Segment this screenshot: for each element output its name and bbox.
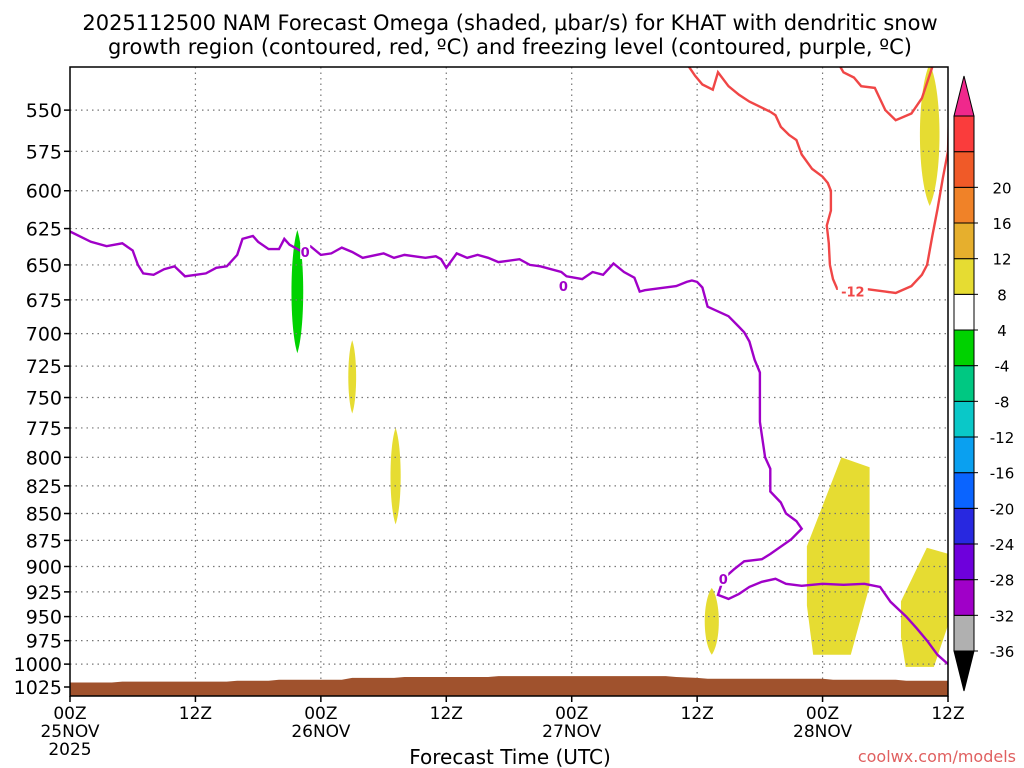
x-date-label-72: 28NOV — [793, 722, 852, 742]
y-tick-label-1025: 1025 — [14, 677, 62, 699]
colorbar-swatch-10 — [953, 258, 975, 295]
colorbar-label-11: 12 — [992, 251, 1011, 269]
colorbar-swatch-7 — [953, 365, 975, 402]
colorbar-swatch-9 — [953, 293, 975, 331]
freezing-level-label-1: 0 — [301, 246, 310, 261]
y-tick-label-925: 925 — [26, 582, 62, 604]
colorbar-swatch-11 — [953, 222, 975, 260]
y-tick-label-800: 800 — [26, 447, 62, 469]
freezing-level-label-3: 0 — [719, 573, 728, 588]
colorbar-label-2: -28 — [990, 572, 1015, 590]
y-tick-label-775: 775 — [26, 418, 62, 440]
omega-colorbar: -36 -32 -28 -24 -20 -16 -12 -8 -4 4 8 12 16 20 — [953, 75, 1015, 692]
colorbar-label-8: -4 — [995, 358, 1010, 376]
colorbar-swatch-5 — [953, 436, 975, 474]
colorbar-label-4: -20 — [990, 500, 1015, 518]
colorbar-max-arrow — [953, 75, 975, 117]
colorbar-swatch-8 — [953, 329, 975, 367]
x-date-label-48: 27NOV — [542, 722, 601, 742]
omega-region-5 — [806, 457, 870, 655]
x-tick-label-36: 12Z — [430, 704, 463, 724]
y-tick-label-625: 625 — [26, 219, 62, 241]
omega-region-7 — [919, 67, 940, 207]
chart-title-line-2: growth region (contoured, red, ºC) and f… — [108, 35, 912, 59]
x-tick-label-12: 12Z — [179, 704, 212, 724]
colorbar-label-5: -16 — [990, 465, 1015, 483]
omega-region-2 — [348, 340, 357, 414]
colorbar-label-12: 16 — [992, 215, 1011, 233]
x-year-label-0: 2025 — [48, 740, 91, 760]
dgz-minus12-label: -12 — [841, 286, 865, 301]
x-tick-label-84: 12Z — [931, 704, 964, 724]
colorbar-swatch-12 — [953, 186, 975, 224]
freezing-label-bg-1 — [300, 243, 311, 259]
colorbar-label-6: -12 — [990, 429, 1015, 447]
y-tick-label-900: 900 — [26, 556, 62, 578]
x-axis-label: Forecast Time (UTC) — [409, 745, 611, 768]
plot-content: -12 0 0 0 — [70, 67, 948, 696]
colorbar-swatch-1 — [953, 579, 975, 616]
plot-background — [70, 67, 948, 696]
x-date-label-0: 25NOV — [40, 722, 99, 742]
y-tick-label-650: 650 — [26, 255, 62, 277]
y-tick-label-575: 575 — [26, 141, 62, 163]
colorbar-swatch-6 — [953, 400, 975, 438]
y-tick-label-725: 725 — [26, 356, 62, 378]
colorbar-swatch-3 — [953, 507, 975, 545]
dgz-minus12-contour — [687, 67, 948, 295]
freezing-level-label-2: 0 — [559, 280, 568, 295]
y-tick-label-675: 675 — [26, 290, 62, 312]
chart-title-line-1: 2025112500 NAM Forecast Omega (shaded, μ… — [82, 11, 937, 35]
dgz-label-background — [837, 282, 868, 300]
colorbar-label-9: 4 — [997, 322, 1007, 340]
omega-region-4 — [704, 587, 719, 655]
y-tick-label-850: 850 — [26, 504, 62, 526]
x-date-label-24: 26NOV — [291, 722, 350, 742]
x-tick-label-48: 00Z — [555, 704, 588, 724]
omega-region-1 — [291, 230, 304, 354]
omega-region-6 — [900, 547, 948, 667]
y-tick-label-975: 975 — [26, 631, 62, 653]
dgz-minus12-contour-upper — [838, 67, 934, 122]
credit-text: coolwx.com/models — [858, 747, 1016, 766]
freezing-label-bg-3 — [718, 570, 729, 586]
plot-area: -12 0 0 0 — [69, 66, 949, 697]
colorbar-label-13: 20 — [992, 179, 1011, 197]
y-tick-label-950: 950 — [26, 607, 62, 629]
colorbar-label-10: 8 — [997, 286, 1007, 304]
colorbar-label-3: -24 — [990, 536, 1015, 554]
omega-region-3 — [390, 427, 401, 525]
freezing-level-contour — [70, 230, 948, 665]
colorbar-label-0: -36 — [990, 643, 1015, 661]
y-tick-label-600: 600 — [26, 181, 62, 203]
x-tick-label-60: 12Z — [681, 704, 714, 724]
freezing-label-bg-2 — [558, 278, 569, 294]
colorbar-label-1: -32 — [990, 607, 1015, 625]
colorbar-swatch-13 — [953, 151, 975, 188]
terrain-surface — [70, 676, 948, 696]
y-tick-label-825: 825 — [26, 476, 62, 498]
colorbar-swatch-14 — [953, 115, 975, 153]
y-tick-label-1000: 1000 — [14, 654, 62, 676]
x-tick-label-24: 00Z — [304, 704, 337, 724]
colorbar-label-7: -8 — [995, 393, 1010, 411]
plot-frame — [69, 66, 949, 697]
colorbar-swatch-0 — [953, 614, 975, 652]
y-tick-label-700: 700 — [26, 324, 62, 346]
colorbar-swatch-2 — [953, 543, 975, 581]
y-tick-label-875: 875 — [26, 530, 62, 552]
x-tick-label-0: 00Z — [53, 704, 86, 724]
pressure-axis: 550 575 600 625 650 675 700 725 750 775 800 825 850 8… — [14, 100, 70, 699]
y-tick-label-750: 750 — [26, 388, 62, 410]
x-tick-label-72: 00Z — [806, 704, 839, 724]
colorbar-min-arrow — [953, 650, 975, 692]
y-tick-label-550: 550 — [26, 100, 62, 122]
colorbar-swatch-4 — [953, 472, 975, 509]
